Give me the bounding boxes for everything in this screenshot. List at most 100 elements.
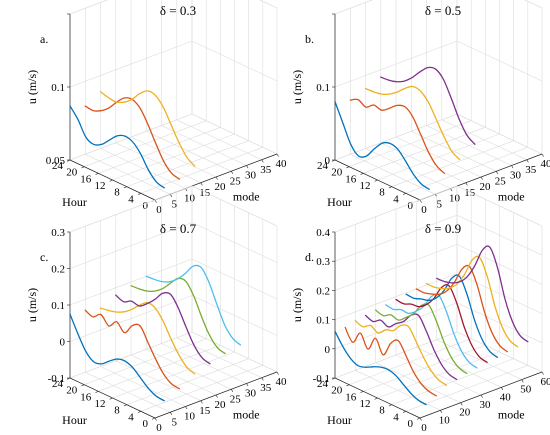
x-tick-label: 35 <box>260 164 272 176</box>
y-tick <box>346 166 350 169</box>
grid-line <box>259 0 278 9</box>
panel-title: δ = 0.5 <box>425 3 461 18</box>
z-tick-label: 0 <box>60 337 66 349</box>
y-tick-label: 20 <box>66 167 78 179</box>
grid-line <box>98 345 221 392</box>
x-tick <box>511 165 514 169</box>
z-tick-label: 0 <box>325 344 331 356</box>
x-tick <box>419 417 422 421</box>
x-tick-label: 15 <box>199 405 211 417</box>
x-tick <box>450 188 453 192</box>
y-tick-label: 8 <box>114 405 120 417</box>
x-tick <box>200 182 203 186</box>
series-line <box>334 330 427 406</box>
x-tick-label: 20 <box>215 399 227 411</box>
x-tick <box>440 410 443 414</box>
x-tick-label: 20 <box>459 407 471 419</box>
y-tick-label: 24 <box>52 378 64 390</box>
x-tick-label: 10 <box>184 411 196 423</box>
x-tick <box>501 387 504 391</box>
series-line <box>145 264 242 346</box>
series-line <box>354 320 448 386</box>
x-tick <box>460 402 463 406</box>
y-tick <box>95 391 99 393</box>
y-tick <box>109 397 113 400</box>
panel-title: δ = 0.3 <box>160 3 196 18</box>
x-axis-label: mode <box>498 189 525 203</box>
grid-line <box>391 140 514 187</box>
grid-line <box>334 331 458 379</box>
y-tick <box>374 397 378 400</box>
series-line <box>436 245 529 343</box>
y-tick <box>388 186 392 189</box>
series-line <box>405 274 498 358</box>
x-tick-label: 10 <box>184 193 196 205</box>
grid-line <box>456 185 543 227</box>
panel-title: δ = 0.7 <box>160 221 197 236</box>
z-tick-label: 0.4 <box>316 227 330 239</box>
series-line <box>84 309 181 390</box>
x-tick <box>465 182 468 186</box>
grid-line <box>84 338 207 385</box>
z-tick-label: 0.1 <box>51 300 65 312</box>
y-tick-label: 16 <box>80 173 92 185</box>
x-tick-label: 35 <box>260 382 272 394</box>
grid-line <box>349 120 472 167</box>
x-tick <box>170 194 173 198</box>
y-tick <box>123 186 127 189</box>
z-tick-label: 0.3 <box>316 256 330 268</box>
z-tick-label: 0.1 <box>316 82 330 94</box>
y-tick-label: 4 <box>128 193 134 205</box>
x-tick-label: 60 <box>541 376 550 388</box>
y-tick-label: 16 <box>345 391 357 403</box>
x-tick <box>480 394 483 398</box>
y-tick-label: 8 <box>379 405 385 417</box>
grid-line <box>69 185 193 233</box>
x-tick <box>496 171 499 175</box>
series-line <box>425 255 519 348</box>
grid-line <box>456 40 543 82</box>
y-tick <box>374 179 378 182</box>
x-tick-label: 5 <box>172 416 178 428</box>
panel-1: 0 5 10 15 20 25 30 35 40048121620240.050.1modeHo… <box>25 0 287 216</box>
x-axis-label: mode <box>233 407 260 421</box>
series-line <box>69 105 165 189</box>
series-line <box>344 326 437 397</box>
y-tick <box>346 384 350 387</box>
z-axis-label: u (m/s) <box>25 70 39 104</box>
x-tick-label: 40 <box>541 158 550 170</box>
panel-letter: c. <box>40 250 48 264</box>
series-line <box>99 90 196 167</box>
grid-line <box>524 0 543 9</box>
grid-line <box>191 295 278 336</box>
series-line <box>385 293 478 369</box>
x-tick-label: 40 <box>276 158 288 170</box>
x-tick <box>200 400 203 404</box>
grid-line <box>69 0 108 15</box>
panel-2: 0 5 10 15 20 25 30 35 400481216202400.1modeHouru… <box>290 0 550 216</box>
x-tick <box>231 171 234 175</box>
x-tick-label: 25 <box>230 175 242 187</box>
grid-line <box>69 222 193 269</box>
grid-line <box>69 40 193 88</box>
x-tick-label: 20 <box>480 181 492 193</box>
x-tick <box>541 153 544 157</box>
grid-line <box>456 113 543 155</box>
y-tick <box>81 166 85 169</box>
z-tick-label: 0.2 <box>51 264 65 276</box>
x-tick-label: 35 <box>525 164 537 176</box>
grid-line <box>191 40 278 82</box>
grid-line <box>405 147 528 194</box>
series-line <box>334 100 430 190</box>
series-line <box>364 85 461 161</box>
y-tick-label: 24 <box>52 160 64 172</box>
y-tick-label: 0 <box>408 200 414 212</box>
y-tick-label: 20 <box>331 385 343 397</box>
x-tick <box>231 389 234 393</box>
y-axis-label: Hour <box>327 413 352 427</box>
z-tick-label: 0.1 <box>316 315 330 327</box>
panel-letter: a. <box>40 32 48 46</box>
x-tick-label: 0 <box>156 422 162 434</box>
x-tick-label: 15 <box>199 187 211 199</box>
x-tick <box>276 153 279 157</box>
